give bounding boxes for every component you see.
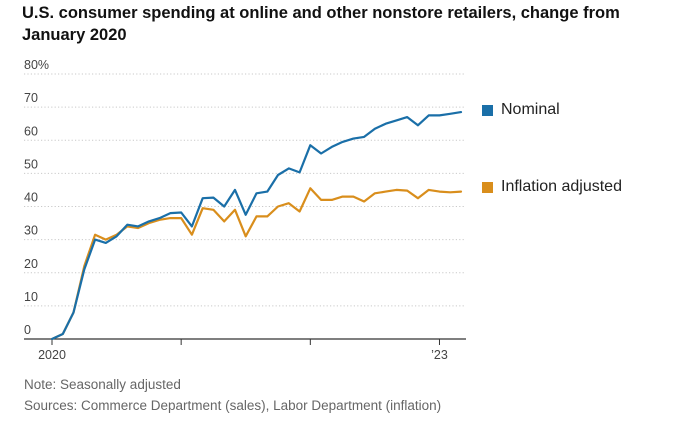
y-tick-label: 80% (24, 58, 49, 72)
legend-item-nominal: Nominal (482, 101, 560, 119)
chart-title: U.S. consumer spending at online and oth… (22, 4, 620, 44)
y-tick-label: 0 (24, 323, 31, 337)
y-tick-label: 10 (24, 290, 38, 304)
x-tick-label: ’23 (431, 348, 448, 362)
series-line-nominal (50, 110, 463, 341)
grid-lines (24, 73, 466, 307)
axes: 0 10 20 30 40 50 60 70 80% 2020 ’23 (24, 58, 466, 362)
y-tick-label: 60 (24, 124, 38, 138)
chart-sources: Sources: Commerce Department (sales), La… (24, 398, 442, 413)
y-tick-label: 30 (24, 224, 38, 238)
legend-label-nominal: Nominal (501, 101, 560, 118)
y-tick-label: 20 (24, 257, 38, 271)
chart-note: Note: Seasonally adjusted (24, 377, 181, 392)
y-tick-label: 70 (24, 91, 38, 105)
legend-label-inflation-adjusted: Inflation adjusted (501, 178, 622, 195)
series-lines (50, 110, 463, 341)
y-tick-label: 40 (24, 191, 38, 205)
legend-swatch-inflation-adjusted (482, 181, 493, 193)
legend-item-inflation-adjusted: Inflation adjusted (482, 178, 622, 196)
series-line-inflation-adjusted (50, 187, 463, 341)
legend-swatch-nominal (482, 104, 493, 116)
y-tick-label: 50 (24, 157, 38, 171)
x-tick-label: 2020 (38, 348, 66, 362)
